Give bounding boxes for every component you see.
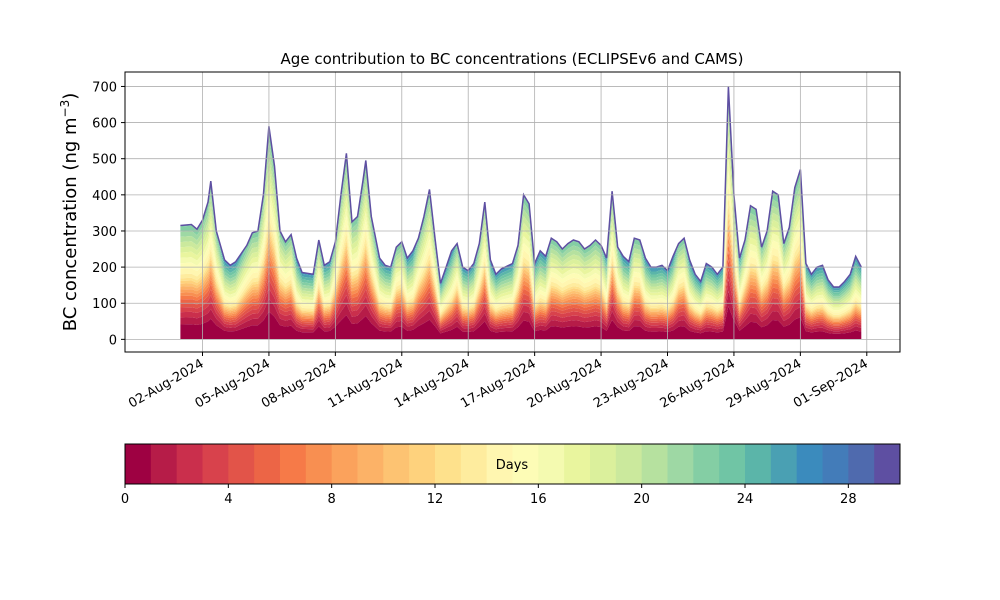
colorbar-swatch <box>641 444 668 484</box>
colorbar-swatch <box>874 444 901 484</box>
colorbar-swatch <box>822 444 849 484</box>
y-tick-label: 500 <box>92 153 117 168</box>
total-envelope-line <box>180 86 862 288</box>
colorbar-swatch <box>667 444 694 484</box>
colorbar-swatch <box>693 444 720 484</box>
y-tick-label: 700 <box>92 80 117 95</box>
colorbar-swatch <box>202 444 229 484</box>
x-tick-label: 29-Aug-2024 <box>724 356 804 411</box>
colorbar-swatch <box>486 444 513 484</box>
y-axis-label-close: ) <box>60 93 81 100</box>
colorbar-label: Days <box>496 458 529 473</box>
colorbar-swatch <box>770 444 798 484</box>
y-tick-label: 600 <box>92 117 117 132</box>
colorbar <box>125 444 901 484</box>
colorbar-swatch <box>176 444 203 484</box>
colorbar-tick-label: 24 <box>737 492 754 507</box>
colorbar-swatch <box>564 444 591 484</box>
y-tick-label: 300 <box>92 225 117 240</box>
colorbar-swatch <box>383 444 410 484</box>
x-tick-label: 01-Sep-2024 <box>791 356 871 411</box>
colorbar-swatch <box>538 444 565 484</box>
chart-title: Age contribution to BC concentrations (E… <box>281 50 744 68</box>
y-tick-label: 200 <box>92 261 117 276</box>
colorbar-swatch <box>745 444 772 484</box>
colorbar-tick-label: 4 <box>224 492 232 507</box>
colorbar-swatch <box>848 444 875 484</box>
colorbar-tick-label: 0 <box>121 492 129 507</box>
grid-lines <box>125 72 900 352</box>
y-tick-label: 100 <box>92 297 117 312</box>
y-axis-label: BC concentration (ng m−3) <box>58 93 81 332</box>
colorbar-swatch <box>590 444 617 484</box>
colorbar-swatch <box>228 444 255 484</box>
y-tick-label: 400 <box>92 189 117 204</box>
colorbar-swatch <box>254 444 281 484</box>
colorbar-tick-label: 12 <box>427 492 444 507</box>
y-axis-label-main: BC concentration (ng m <box>60 117 81 331</box>
y-axis-ticks: 0 100 200 300 400 500 600 700 <box>92 80 125 348</box>
y-axis-label-sup: −3 <box>58 100 72 118</box>
area-layer-0 <box>180 306 862 340</box>
colorbar-swatch <box>719 444 746 484</box>
colorbar-swatch <box>409 444 436 484</box>
colorbar-swatch <box>512 444 539 484</box>
colorbar-swatch <box>280 444 307 484</box>
colorbar-tick-label: 8 <box>328 492 336 507</box>
colorbar-tick-label: 28 <box>840 492 857 507</box>
plot-frame <box>124 71 901 353</box>
colorbar-swatch <box>150 444 178 484</box>
colorbar-swatch <box>331 444 358 484</box>
stacked-area-layers <box>180 86 862 340</box>
colorbar-swatch <box>357 444 384 484</box>
colorbar-swatch <box>460 444 488 484</box>
colorbar-tick-label: 20 <box>633 492 650 507</box>
colorbar-frame <box>124 443 901 485</box>
colorbar-tick-label: 16 <box>530 492 547 507</box>
colorbar-swatch <box>615 444 643 484</box>
x-axis-ticks: 02-Aug-202405-Aug-202408-Aug-202411-Aug-… <box>126 352 871 412</box>
colorbar-swatch <box>125 444 152 484</box>
y-tick-label: 0 <box>109 333 117 348</box>
colorbar-swatch <box>305 444 333 484</box>
colorbar-swatch <box>796 444 823 484</box>
colorbar-ticks: 0 4 8 12 16 20 24 28 <box>121 484 857 507</box>
colorbar-swatch <box>435 444 462 484</box>
